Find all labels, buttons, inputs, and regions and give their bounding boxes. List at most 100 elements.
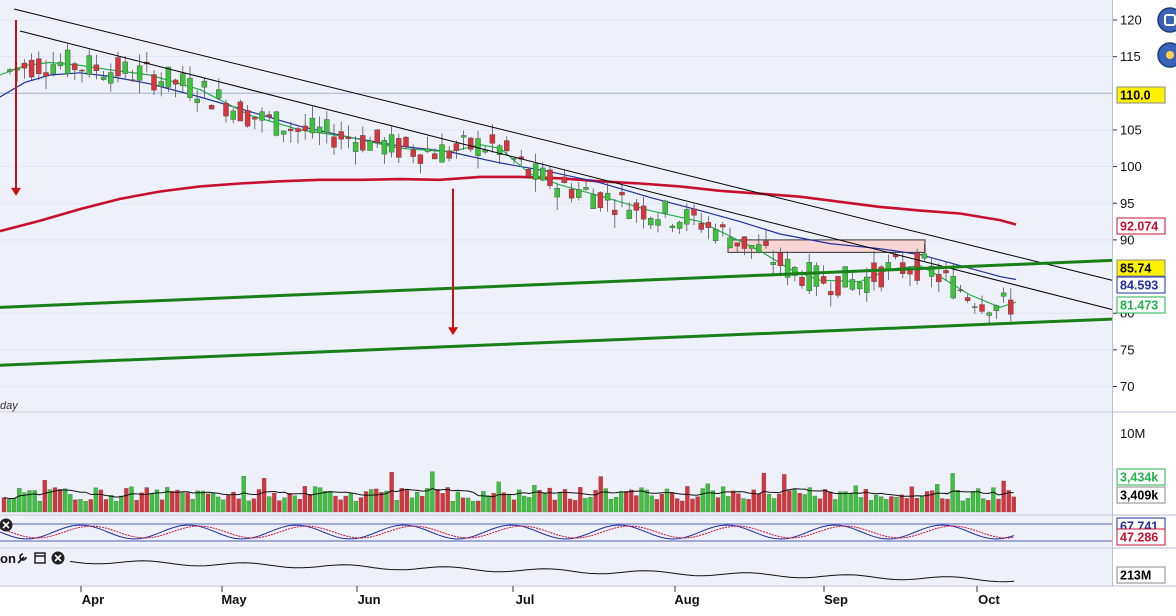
- volume-bar: [205, 493, 211, 513]
- close-panel-icon[interactable]: [0, 518, 13, 532]
- volume-bar: [455, 491, 461, 513]
- volume-bar: [522, 495, 527, 513]
- candle-down: [36, 58, 42, 75]
- price-tag-box: [1116, 86, 1166, 104]
- candle-down: [21, 62, 28, 69]
- price-tick-label: 100: [1120, 159, 1142, 174]
- candle-down: [417, 154, 424, 164]
- oscillator-signal-tag: 47.286: [1120, 531, 1158, 545]
- volume-bar: [267, 496, 272, 513]
- candle-up: [352, 142, 359, 152]
- volume-bar: [746, 499, 751, 513]
- volume-bar: [103, 499, 109, 513]
- candle-down: [820, 276, 827, 284]
- volume-bar: [919, 496, 925, 513]
- volume-bar: [578, 487, 583, 513]
- candle-down: [208, 105, 215, 110]
- month-label: Oct: [978, 592, 1000, 607]
- oscillator-panel: [0, 516, 1112, 547]
- volume-bar: [593, 490, 598, 513]
- candle-up: [849, 279, 856, 290]
- volume-bar: [501, 492, 506, 513]
- candle-up: [648, 218, 654, 226]
- volume-bar: [6, 499, 12, 513]
- volume-bar: [12, 498, 17, 513]
- volume-bar: [399, 488, 404, 513]
- volume-bar: [348, 493, 353, 513]
- candle-down: [172, 79, 179, 85]
- volume-bar: [32, 490, 37, 513]
- bottom-panel: [0, 549, 1112, 585]
- volume-bar: [27, 490, 32, 513]
- candle-up: [309, 117, 316, 134]
- window-icon[interactable]: [34, 552, 46, 564]
- volume-bar: [782, 474, 787, 513]
- volume-bar: [440, 493, 445, 513]
- volume-average-tag-box: [1116, 486, 1166, 504]
- volume-bar: [363, 491, 369, 513]
- candle-down: [957, 289, 964, 292]
- volume-bar: [950, 473, 955, 513]
- volume-bar: [496, 481, 501, 513]
- volume-bar: [797, 492, 802, 513]
- volume-bar: [108, 495, 114, 513]
- volume-bar: [307, 494, 313, 513]
- volume-bar: [552, 499, 557, 513]
- tools-button[interactable]: [1157, 42, 1176, 68]
- candle-down: [619, 191, 625, 196]
- period-label: day: [0, 400, 19, 412]
- candle-down: [979, 304, 985, 312]
- volume-bar: [736, 493, 741, 513]
- candle-down: [129, 79, 136, 81]
- candle-up: [496, 145, 503, 155]
- candle-up: [972, 306, 978, 308]
- volume-bar: [409, 497, 415, 513]
- candle-down: [237, 101, 244, 122]
- volume-bar: [618, 491, 624, 513]
- trendline: [19, 30, 1113, 311]
- candle-down: [302, 125, 308, 131]
- volume-bar: [715, 497, 721, 513]
- volume-bar: [149, 493, 155, 513]
- candle-up: [381, 140, 388, 155]
- close-indicator-icon[interactable]: [51, 551, 65, 565]
- volume-bar: [705, 483, 710, 513]
- candle-up: [136, 65, 143, 81]
- chart-type-button[interactable]: [1157, 7, 1176, 33]
- cumulative-volume-line: [69, 560, 1015, 583]
- volume-bar: [863, 488, 869, 513]
- volume-bar: [134, 500, 139, 513]
- volume-bar: [460, 497, 466, 513]
- volume-bar: [338, 499, 343, 513]
- volume-bar: [527, 497, 532, 513]
- trendline: [13, 8, 1113, 281]
- month-label: Aug: [674, 592, 699, 607]
- volume-bar: [236, 498, 241, 513]
- candle-up: [367, 140, 373, 151]
- volume-bar: [935, 484, 940, 513]
- volume-bar: [511, 499, 517, 513]
- candle-up: [187, 77, 193, 98]
- candle-up: [784, 258, 791, 278]
- candle-down: [345, 136, 352, 139]
- volume-bar: [624, 491, 629, 513]
- volume-bar: [144, 487, 149, 513]
- arrow-head: [448, 327, 458, 336]
- volume-bar: [73, 499, 78, 513]
- candle-down: [446, 150, 452, 159]
- volume-bar: [807, 487, 812, 513]
- price-tag-box: [1116, 276, 1166, 294]
- volume-bar: [720, 486, 726, 513]
- candle-down: [561, 176, 568, 183]
- wrench-icon[interactable]: [17, 553, 27, 564]
- candle-down: [504, 140, 510, 152]
- volume-bar: [965, 498, 971, 513]
- volume-bar: [557, 492, 563, 513]
- volume-bar: [358, 497, 364, 513]
- volume-bar: [68, 494, 73, 513]
- volume-bar: [940, 498, 945, 513]
- candle-up: [604, 192, 611, 201]
- volume-bar: [246, 500, 251, 513]
- candle-down: [252, 117, 258, 120]
- candle-down: [698, 222, 704, 230]
